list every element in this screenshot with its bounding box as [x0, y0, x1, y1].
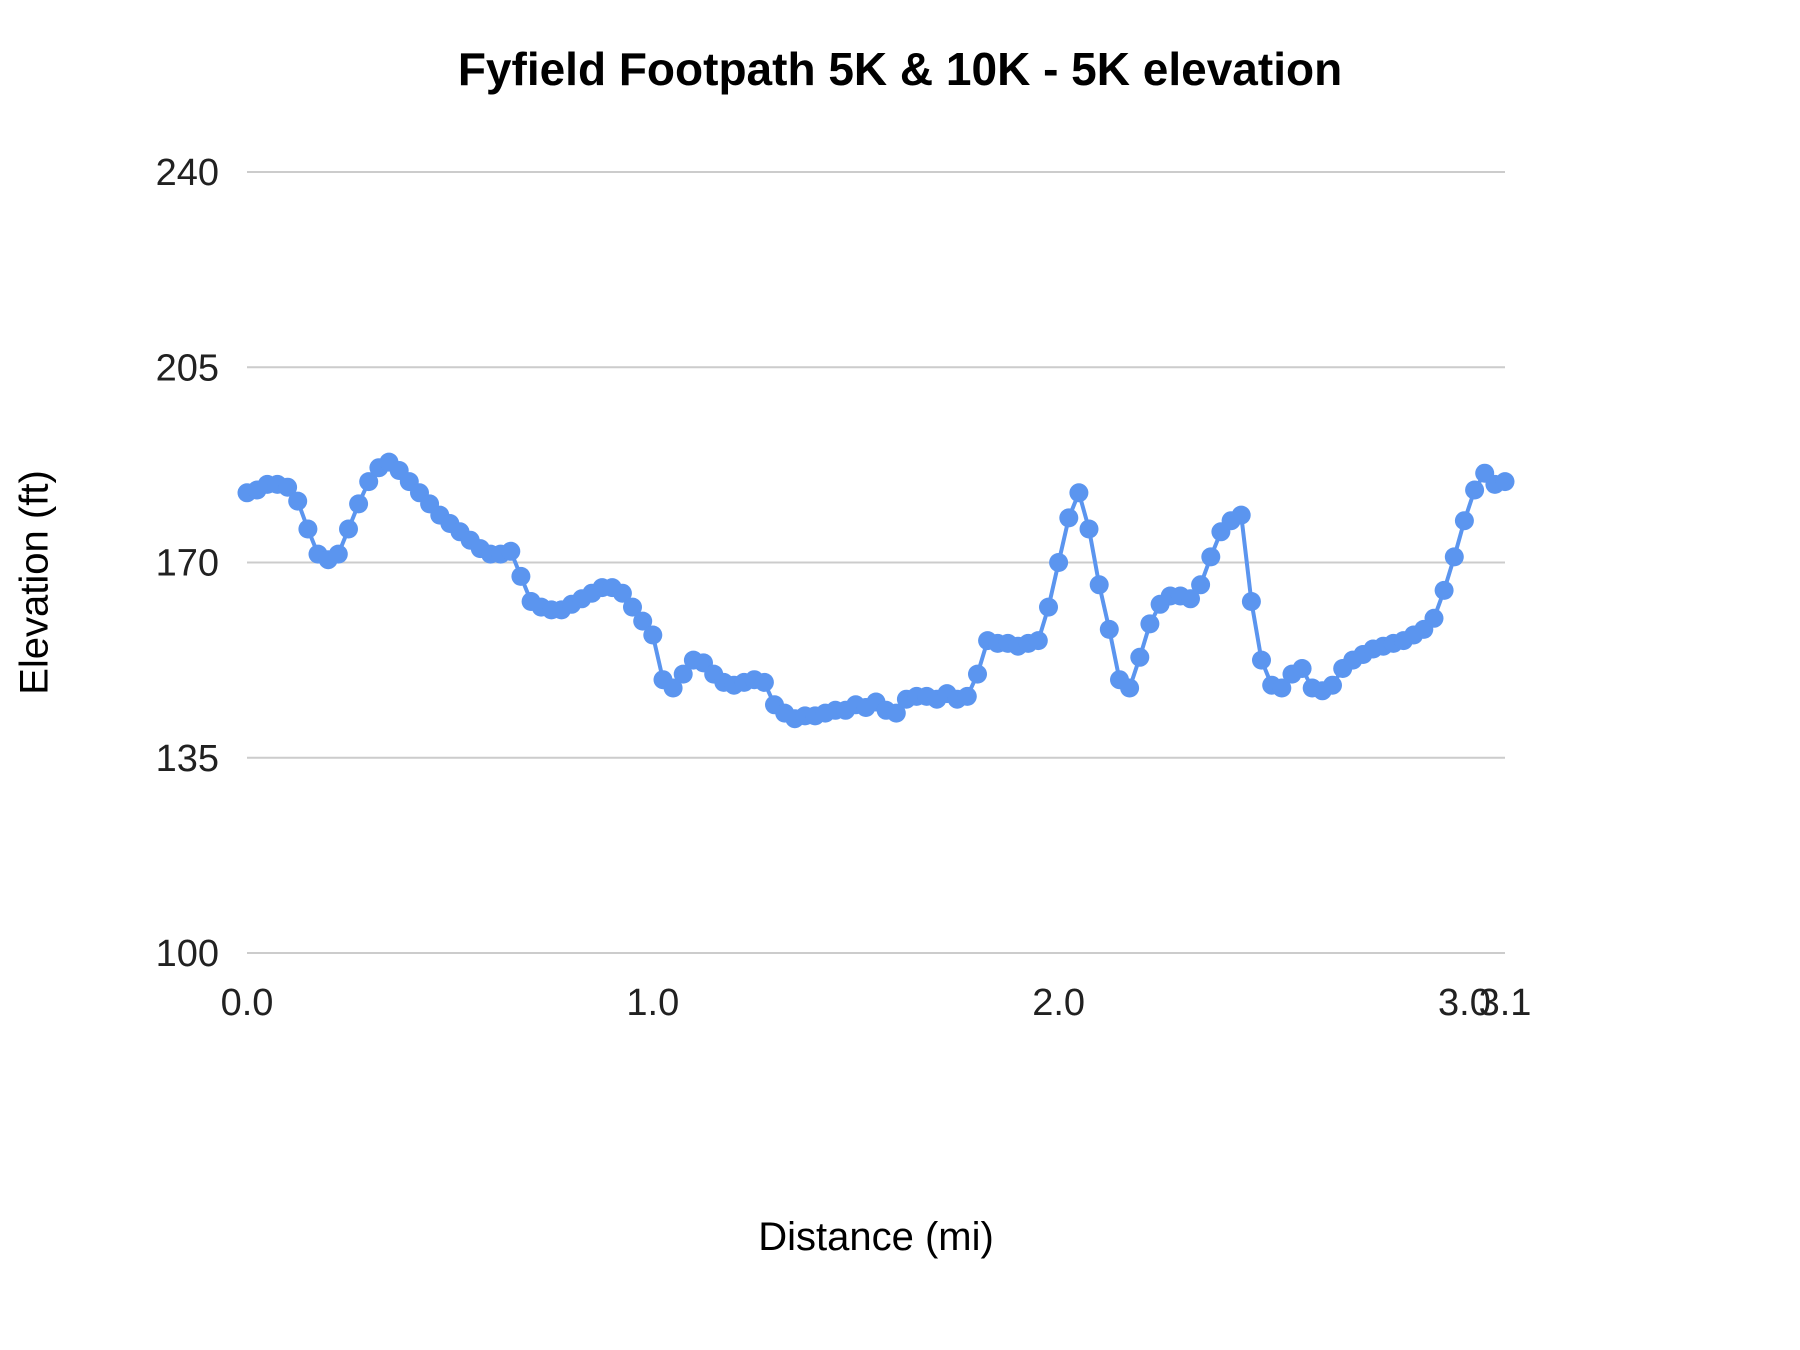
data-point: [501, 541, 521, 561]
chart-title: Fyfield Footpath 5K & 10K - 5K elevation: [457, 43, 1343, 95]
x-tick-label: 3.0: [1438, 982, 1491, 1024]
data-point: [1495, 472, 1515, 492]
data-point: [1059, 508, 1079, 528]
data-point: [612, 583, 632, 603]
data-point: [1079, 519, 1099, 539]
data-point: [1201, 547, 1221, 567]
data-point: [1069, 483, 1089, 503]
data-point: [1424, 608, 1444, 628]
y-tick-label: 240: [156, 152, 219, 194]
data-point: [349, 494, 369, 514]
data-point: [886, 703, 906, 723]
data-point: [1292, 659, 1312, 678]
data-point: [1140, 614, 1160, 634]
data-point: [968, 664, 987, 684]
x-tick-label: 0.0: [221, 982, 274, 1024]
data-point: [1120, 678, 1140, 698]
data-point: [643, 625, 663, 645]
data-point: [1444, 547, 1464, 567]
data-point: [1039, 597, 1058, 617]
data-point: [754, 672, 774, 692]
data-point: [1231, 505, 1251, 525]
data-point: [1323, 675, 1342, 695]
data-point: [359, 472, 379, 492]
data-point: [663, 678, 683, 698]
data-point: [1252, 650, 1271, 670]
data-point: [633, 611, 653, 631]
data-point: [1465, 480, 1485, 500]
x-tick-label: 3.1: [1479, 982, 1532, 1024]
data-point: [1434, 580, 1454, 600]
data-point: [1181, 589, 1200, 609]
data-point: [511, 566, 531, 586]
data-point: [288, 491, 308, 511]
data-point: [957, 686, 977, 706]
y-tick-label: 170: [156, 543, 219, 585]
y-tick-label: 135: [156, 738, 219, 780]
data-point: [278, 477, 298, 497]
data-point: [339, 519, 358, 539]
data-point: [328, 544, 348, 564]
data-point: [1089, 575, 1109, 595]
data-point: [1099, 619, 1119, 639]
x-axis-title: Distance (mi): [758, 1215, 994, 1259]
data-point: [1241, 592, 1261, 611]
y-tick-label: 205: [156, 347, 219, 389]
y-tick-label: 100: [156, 933, 219, 975]
data-point: [298, 519, 318, 539]
data-point: [1049, 553, 1069, 572]
x-tick-label: 1.0: [626, 982, 679, 1024]
data-point: [1130, 647, 1150, 667]
data-point: [1028, 631, 1048, 651]
data-point: [673, 664, 693, 684]
data-point: [623, 597, 642, 617]
data-point: [1191, 575, 1211, 595]
data-point: [1272, 678, 1292, 698]
x-tick-label: 2.0: [1032, 982, 1085, 1024]
data-point: [1454, 511, 1474, 531]
